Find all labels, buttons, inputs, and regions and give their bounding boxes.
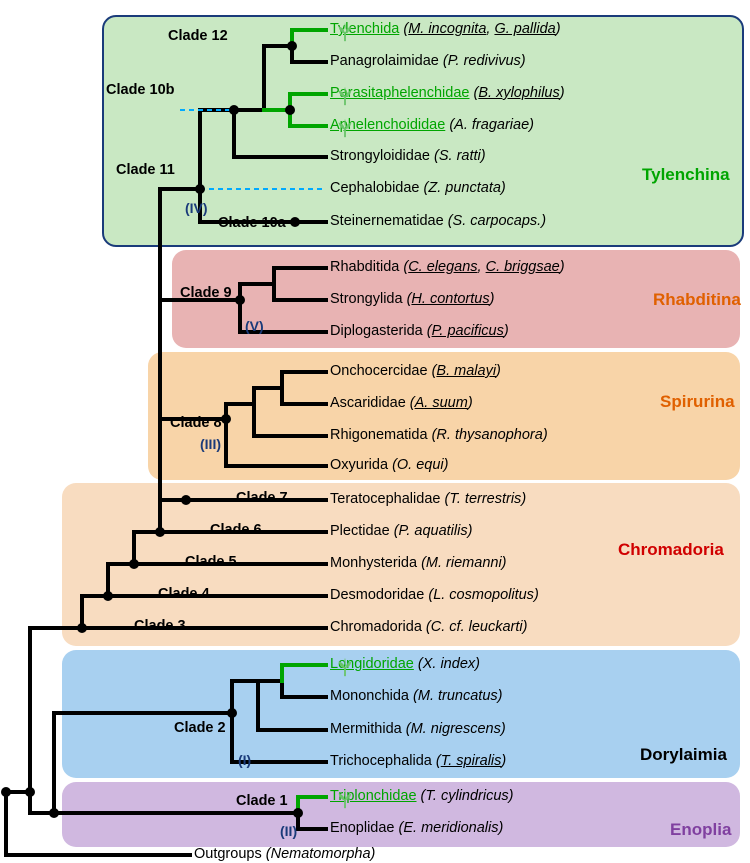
clade-1: Clade 1 <box>236 793 288 809</box>
taxon-17: Desmodoridae (L. cosmopolitus) <box>330 587 539 603</box>
taxon-19: Longidoridae (X. index) <box>330 656 480 672</box>
clade-3: Clade 3 <box>134 618 186 634</box>
taxon-9: Diplogasterida (P. pacificus) <box>330 323 509 339</box>
taxon-16: Monhysterida (M. riemanni) <box>330 555 507 571</box>
clade-7: Clade 7 <box>236 490 288 506</box>
taxon-18: Chromadorida (C. cf. leuckarti) <box>330 619 527 635</box>
taxon-4: Strongyloididae (S. ratti) <box>330 148 486 164</box>
roman-v: (V) <box>245 318 264 334</box>
taxon-2: Parasitaphelenchidae (B. xylophilus) <box>330 85 565 101</box>
chromadoria-label: Chromadoria <box>618 540 724 560</box>
clade-4: Clade 4 <box>158 586 210 602</box>
rhabditina-label: Rhabditina <box>653 290 741 310</box>
clade-2: Clade 2 <box>174 720 226 736</box>
taxon-22: Trichocephalida (T. spiralis) <box>330 753 506 769</box>
phylogeny-diagram: Tylenchina Rhabditina Spirurina Chromadoria… <box>0 0 750 863</box>
spirurina-label: Spirurina <box>660 392 735 412</box>
roman-iii: (III) <box>200 436 221 452</box>
taxon-20: Mononchida (M. truncatus) <box>330 688 503 704</box>
dorylaimia-label: Dorylaimia <box>640 745 727 765</box>
taxon-12: Rhigonematida (R. thysanophora) <box>330 427 548 443</box>
clade-5: Clade 5 <box>185 554 237 570</box>
taxon-24: Enoplidae (E. meridionalis) <box>330 820 503 836</box>
taxon-10: Onchocercidae (B. malayi) <box>330 363 501 379</box>
taxon-8: Strongylida (H. contortus) <box>330 291 494 307</box>
clade-12: Clade 12 <box>168 28 228 44</box>
taxon-25: Outgroups (Nematomorpha) <box>194 846 375 862</box>
taxon-21: Mermithida (M. nigrescens) <box>330 721 506 737</box>
clade-10b: Clade 10b <box>106 82 175 98</box>
taxon-6: Steinernematidae (S. carpocaps.) <box>330 213 546 229</box>
taxon-13: Oxyurida (O. equi) <box>330 457 449 473</box>
enoplia-label: Enoplia <box>670 820 731 840</box>
clade-8: Clade 8 <box>170 415 222 431</box>
taxon-14: Teratocephalidae (T. terrestris) <box>330 491 526 507</box>
roman-iv: (IV) <box>185 200 208 216</box>
taxon-3: Aphelenchoididae (A. fragariae) <box>330 117 534 133</box>
taxon-0: Tylenchida (M. incognita, G. pallida) <box>330 21 561 37</box>
taxon-1: Panagrolaimidae (P. redivivus) <box>330 53 526 69</box>
taxon-5: Cephalobidae (Z. punctata) <box>330 180 506 196</box>
clade-10a: Clade 10a <box>218 215 286 231</box>
clade-6: Clade 6 <box>210 522 262 538</box>
roman-i: (I) <box>238 752 251 768</box>
taxon-15: Plectidae (P. aquatilis) <box>330 523 472 539</box>
clade-11: Clade 11 <box>116 162 175 178</box>
taxon-23: Triplonchidae (T. cylindricus) <box>330 788 514 804</box>
tylenchina-label: Tylenchina <box>642 165 730 185</box>
clade-9: Clade 9 <box>180 285 232 301</box>
taxon-7: Rhabditida (C. elegans, C. briggsae) <box>330 259 565 275</box>
roman-ii: (II) <box>280 823 297 839</box>
taxon-11: Ascarididae (A. suum) <box>330 395 473 411</box>
